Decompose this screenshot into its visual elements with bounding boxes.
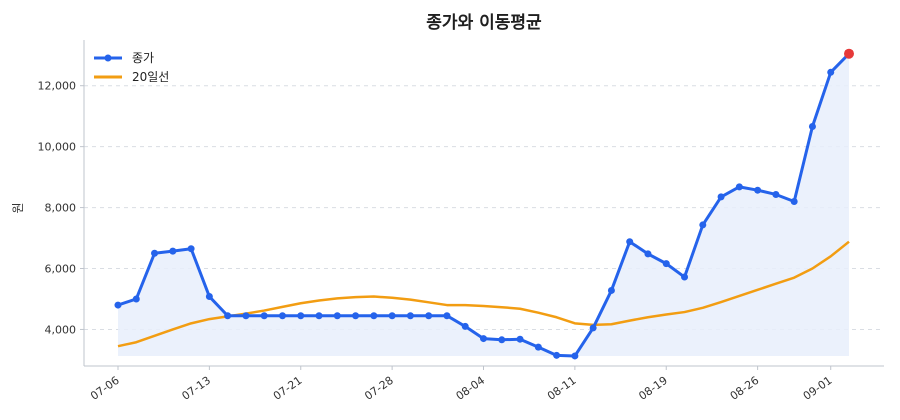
close-point bbox=[278, 312, 286, 320]
close-point bbox=[151, 249, 159, 257]
close-point bbox=[297, 312, 305, 320]
last-close-point bbox=[844, 48, 854, 59]
close-point bbox=[571, 352, 579, 360]
legend-ma20-label: 20일선 bbox=[132, 70, 169, 84]
legend: 종가 20일선 bbox=[94, 51, 169, 84]
close-point bbox=[425, 312, 433, 320]
close-point bbox=[333, 312, 341, 320]
chart-title: 종가와 이동평균 bbox=[426, 13, 542, 33]
close-point bbox=[169, 247, 177, 255]
x-tick-label: 08-11 bbox=[545, 374, 579, 403]
close-point bbox=[498, 336, 506, 344]
close-point bbox=[607, 286, 615, 294]
close-point bbox=[626, 238, 634, 246]
area-fill bbox=[118, 53, 849, 356]
close-point bbox=[699, 221, 707, 229]
close-point bbox=[717, 193, 725, 201]
y-tick-label: 6,000 bbox=[45, 263, 77, 276]
close-point bbox=[827, 68, 835, 76]
close-area-fill bbox=[118, 53, 849, 356]
series-points bbox=[114, 48, 854, 360]
close-point bbox=[681, 273, 689, 281]
close-point bbox=[754, 186, 762, 194]
close-point bbox=[443, 312, 451, 320]
x-tick-label: 07-28 bbox=[362, 374, 396, 403]
close-point bbox=[790, 197, 798, 205]
close-point bbox=[516, 335, 524, 343]
y-tick-label: 10,000 bbox=[38, 141, 77, 154]
x-tick-label: 08-19 bbox=[636, 374, 670, 403]
close-point bbox=[315, 312, 323, 320]
y-tick-label: 12,000 bbox=[38, 80, 77, 93]
close-point bbox=[589, 324, 597, 332]
y-ticks: 4,000 6,000 8,000 10,000 12,000 bbox=[38, 80, 84, 336]
close-point bbox=[205, 293, 213, 301]
x-tick-label: 07-06 bbox=[88, 374, 122, 403]
y-axis-label: 원 bbox=[11, 202, 25, 213]
close-point bbox=[644, 250, 652, 258]
close-point bbox=[370, 312, 378, 320]
close-point bbox=[242, 312, 250, 320]
close-point bbox=[132, 295, 140, 303]
close-point bbox=[352, 312, 360, 320]
close-point bbox=[114, 301, 122, 309]
close-point bbox=[480, 335, 487, 343]
close-point bbox=[553, 351, 561, 359]
close-point bbox=[735, 183, 743, 191]
close-point bbox=[260, 312, 268, 320]
x-tick-label: 07-13 bbox=[179, 374, 213, 403]
close-point bbox=[461, 322, 469, 330]
close-point bbox=[187, 245, 195, 253]
x-tick-label: 08-04 bbox=[454, 374, 488, 403]
y-tick-label: 4,000 bbox=[45, 323, 77, 336]
close-point bbox=[534, 343, 542, 351]
x-tick-label: 08-26 bbox=[728, 374, 762, 403]
x-tick-label: 09-01 bbox=[801, 374, 835, 403]
legend-close-marker bbox=[104, 54, 112, 62]
close-point bbox=[662, 260, 670, 268]
y-tick-label: 8,000 bbox=[45, 202, 77, 215]
legend-close-label: 종가 bbox=[132, 51, 154, 65]
x-tick-label: 07-21 bbox=[271, 374, 305, 403]
close-point bbox=[772, 190, 780, 198]
close-point bbox=[406, 312, 414, 320]
close-point bbox=[808, 123, 816, 131]
close-point bbox=[388, 312, 396, 320]
x-ticks: 07-06 07-13 07-21 07-28 08-04 08-11 08-19 08-26… bbox=[88, 366, 834, 403]
close-point bbox=[224, 312, 232, 320]
